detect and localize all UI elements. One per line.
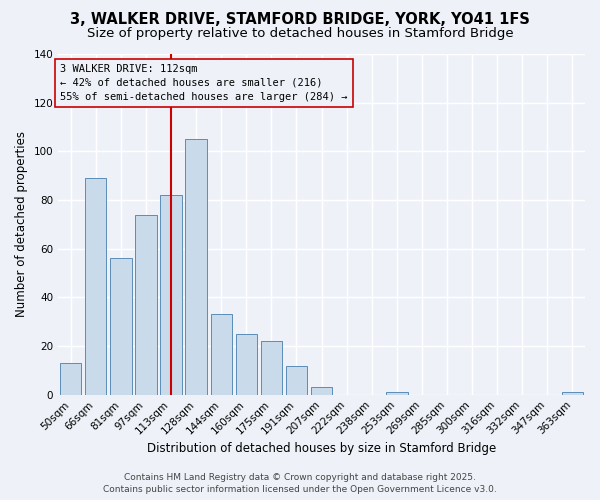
Text: 3, WALKER DRIVE, STAMFORD BRIDGE, YORK, YO41 1FS: 3, WALKER DRIVE, STAMFORD BRIDGE, YORK, … [70, 12, 530, 28]
Bar [386, 392, 407, 394]
Bar [286, 366, 307, 394]
Bar [160, 195, 182, 394]
Text: Contains HM Land Registry data © Crown copyright and database right 2025.
Contai: Contains HM Land Registry data © Crown c… [103, 472, 497, 494]
Y-axis label: Number of detached properties: Number of detached properties [15, 132, 28, 318]
Bar [85, 178, 106, 394]
Bar [562, 392, 583, 394]
Bar [185, 139, 207, 394]
Bar [60, 363, 82, 394]
Text: 3 WALKER DRIVE: 112sqm
← 42% of detached houses are smaller (216)
55% of semi-de: 3 WALKER DRIVE: 112sqm ← 42% of detached… [60, 64, 347, 102]
Text: Size of property relative to detached houses in Stamford Bridge: Size of property relative to detached ho… [86, 28, 514, 40]
Bar [311, 388, 332, 394]
Bar [110, 258, 131, 394]
Bar [261, 341, 282, 394]
Bar [236, 334, 257, 394]
X-axis label: Distribution of detached houses by size in Stamford Bridge: Distribution of detached houses by size … [147, 442, 496, 455]
Bar [136, 214, 157, 394]
Bar [211, 314, 232, 394]
